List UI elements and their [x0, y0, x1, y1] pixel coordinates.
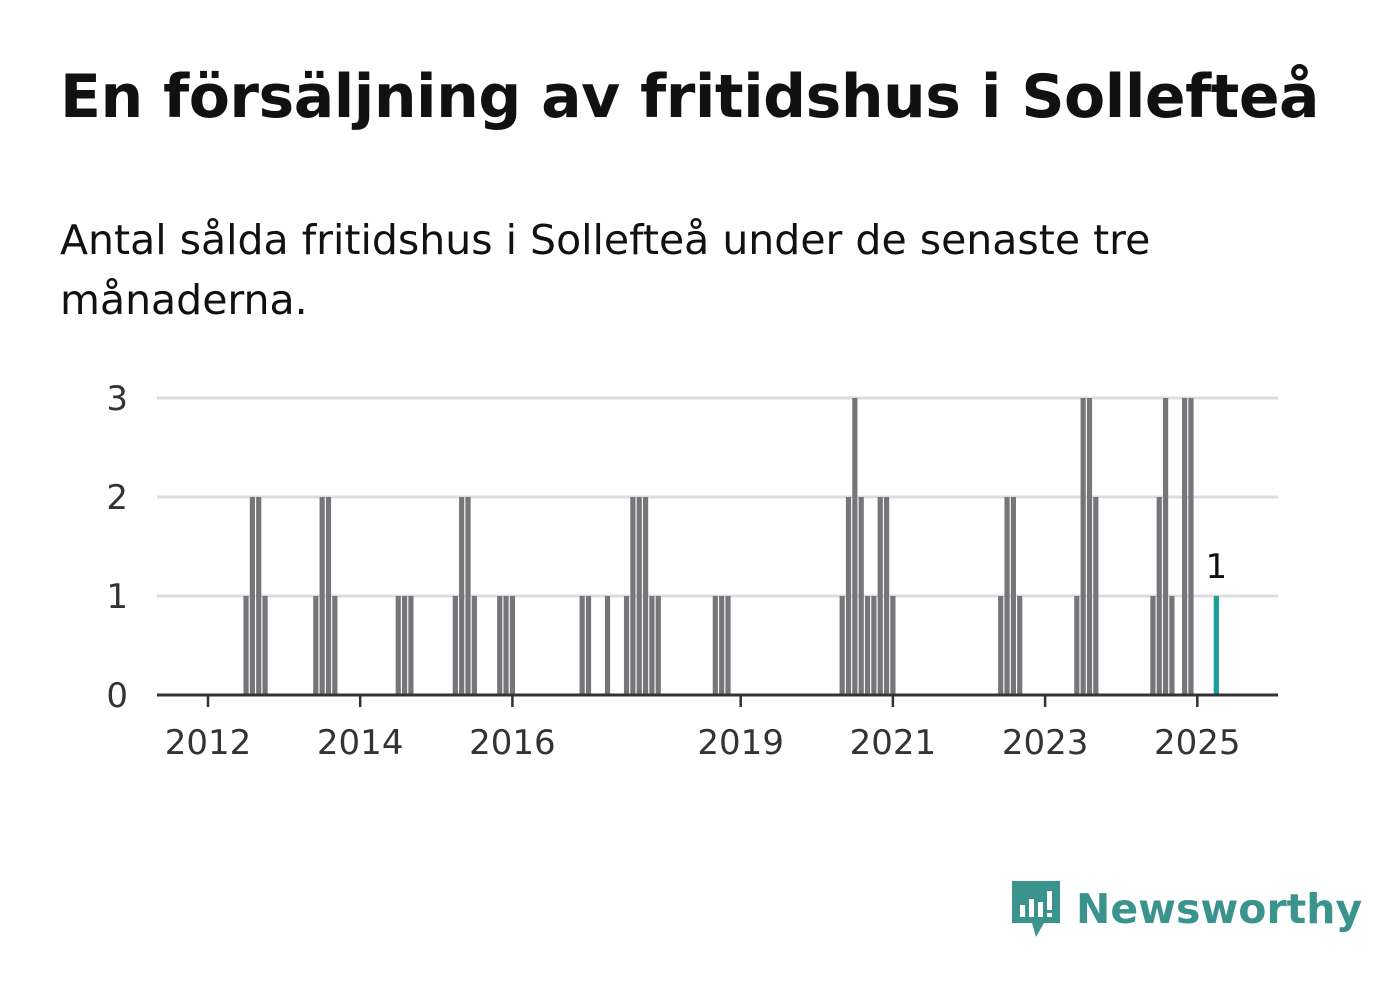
bar: [858, 497, 864, 695]
bar: [864, 596, 871, 695]
bar: [509, 596, 515, 695]
bar: [623, 596, 630, 695]
y-tick-label: 2: [106, 478, 128, 518]
y-tick-label: 1: [106, 577, 128, 617]
newsworthy-logo-icon: [1012, 881, 1060, 937]
bar: [465, 497, 471, 695]
bar: [1169, 596, 1175, 695]
bar: [1150, 596, 1156, 695]
bar: [712, 596, 718, 695]
x-axis-ticks: 2012 2014 2016 2019 2021 2023 2025: [165, 695, 1241, 763]
bar: [319, 497, 325, 695]
x-tick-label: 2023: [1002, 723, 1089, 763]
bar: [401, 596, 408, 695]
bar: [452, 596, 458, 695]
bar: [408, 596, 414, 695]
bar: [332, 596, 338, 695]
bar: [1004, 497, 1010, 695]
y-tick-label: 0: [106, 676, 128, 716]
bar: [642, 497, 649, 695]
highlight-bar: [1213, 596, 1219, 695]
y-axis-ticks: 0 1 2 3: [106, 379, 128, 716]
bar: [262, 596, 268, 695]
chart-subtitle: Antal sålda fritidshus i Sollefteå under…: [60, 216, 1151, 324]
bar: [395, 596, 401, 695]
bar: [459, 497, 465, 695]
x-tick-label: 2025: [1154, 723, 1241, 763]
brand-name: Newsworthy: [1076, 885, 1363, 933]
bar: [1093, 497, 1099, 695]
x-tick-label: 2019: [697, 723, 784, 763]
x-tick-label: 2012: [165, 723, 252, 763]
bar: [1080, 398, 1086, 695]
bar: [497, 596, 503, 695]
bar: [579, 596, 585, 695]
bar: [1188, 398, 1194, 695]
bar: [1010, 497, 1016, 695]
bars: [243, 398, 1219, 695]
bar: [1017, 596, 1023, 695]
bar: [998, 596, 1004, 695]
bar: [852, 398, 858, 695]
bar: [725, 596, 731, 695]
bar: [649, 596, 655, 695]
bar: [890, 596, 896, 695]
x-tick-label: 2021: [850, 723, 937, 763]
data-label: 1: [1205, 547, 1227, 587]
bar: [1156, 497, 1162, 695]
bar: [871, 596, 877, 695]
bar: [877, 497, 883, 695]
x-tick-label: 2014: [317, 723, 404, 763]
bar: [1086, 398, 1093, 695]
bar: [655, 596, 661, 695]
bar: [630, 497, 636, 695]
bar: [1162, 398, 1169, 695]
x-tick-label: 2016: [469, 723, 556, 763]
bar: [256, 497, 262, 695]
bar: [471, 596, 477, 695]
bar: [325, 497, 332, 695]
bar: [313, 596, 319, 695]
bar: [243, 596, 249, 695]
bar: [1074, 596, 1080, 695]
bar: [503, 596, 509, 695]
bar: [719, 596, 725, 695]
bar: [585, 596, 592, 695]
newsworthy-brand: Newsworthy: [1010, 878, 1362, 940]
y-tick-label: 3: [106, 379, 128, 419]
bar: [883, 497, 890, 695]
bar: [839, 596, 845, 695]
data-labels: 1: [1205, 547, 1227, 587]
chart-title: En försäljning av fritidshus i Sollefteå: [60, 62, 1320, 132]
bar: [636, 497, 642, 695]
grid-lines: [157, 396, 1278, 598]
bar: [604, 596, 611, 695]
bar: [845, 497, 852, 695]
bar: [1182, 398, 1188, 695]
bar: [249, 497, 255, 695]
